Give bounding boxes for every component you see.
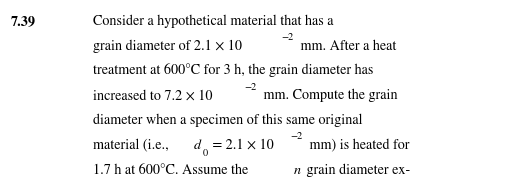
Text: = 2.1 × 10: = 2.1 × 10	[209, 139, 273, 152]
Text: 7.39: 7.39	[11, 15, 36, 28]
Text: −2: −2	[244, 82, 256, 92]
Text: d: d	[193, 139, 200, 152]
Text: material (i.e.,: material (i.e.,	[94, 139, 172, 152]
Text: mm. Compute the grain: mm. Compute the grain	[260, 89, 397, 102]
Text: n: n	[294, 164, 301, 177]
Text: increased to 7.2 × 10: increased to 7.2 × 10	[94, 89, 213, 102]
Text: 1.7 h at 600°C. Assume the: 1.7 h at 600°C. Assume the	[94, 163, 252, 177]
Text: −2: −2	[291, 132, 303, 141]
Text: mm. After a heat: mm. After a heat	[297, 39, 397, 53]
Text: grain diameter of 2.1 × 10: grain diameter of 2.1 × 10	[94, 39, 242, 53]
Text: −2: −2	[282, 32, 294, 42]
Text: diameter when a specimen of this same original: diameter when a specimen of this same or…	[94, 114, 363, 127]
Text: 0: 0	[203, 149, 208, 158]
Text: mm) is heated for: mm) is heated for	[306, 139, 410, 152]
Text: treatment at 600°C for 3 h, the grain diameter has: treatment at 600°C for 3 h, the grain di…	[94, 64, 374, 77]
Text: Consider a hypothetical material that has a: Consider a hypothetical material that ha…	[94, 15, 334, 28]
Text: grain diameter ex-: grain diameter ex-	[303, 163, 410, 177]
